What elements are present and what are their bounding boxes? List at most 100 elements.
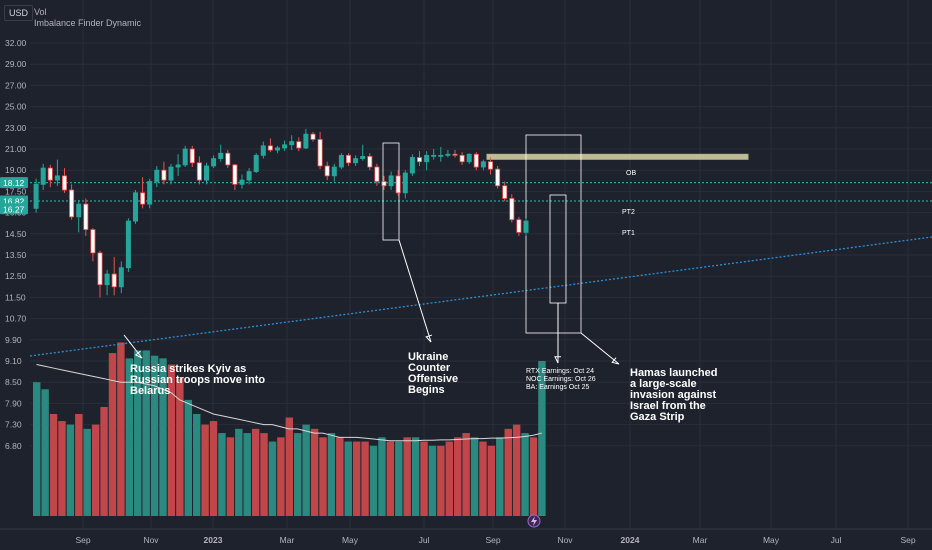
candle-body	[274, 147, 280, 151]
x-tick-label: Mar	[693, 535, 708, 545]
candle-body	[345, 154, 351, 164]
volume-bar	[529, 437, 538, 516]
currency-label[interactable]: USD	[4, 5, 34, 21]
candle	[353, 155, 359, 166]
earnings-line-3: BA: Earnings Oct 25	[526, 384, 590, 391]
candle-body	[416, 157, 422, 163]
candle	[132, 189, 138, 224]
russia-line-2: Russian troops move into	[130, 374, 266, 386]
volume-bar	[369, 445, 378, 516]
volume-bar	[319, 437, 327, 516]
price-badge	[0, 203, 28, 215]
y-tick-label: 9.90	[5, 335, 22, 345]
volume-bar	[277, 437, 285, 516]
x-tick-label: Mar	[280, 535, 295, 545]
candle	[367, 153, 373, 171]
volume-indicator-label[interactable]: Vol	[34, 7, 47, 17]
candle	[118, 261, 124, 294]
candle-body	[409, 157, 415, 174]
imbalance-indicator-label[interactable]: Imbalance Finder Dynamic	[34, 18, 142, 28]
candle-body	[431, 154, 437, 157]
earnings-annotation: RTX Earnings: Oct 24 NOC Earnings: Oct 2…	[526, 368, 596, 392]
candle	[274, 145, 280, 154]
volume-bar	[479, 441, 487, 516]
candle	[487, 157, 493, 175]
volume-bar	[445, 441, 453, 516]
volume-bar	[226, 437, 235, 516]
candle	[416, 151, 422, 166]
x-tick-label: Jul	[831, 535, 842, 545]
candle-body	[253, 154, 259, 173]
hamas-line-3: invasion against	[630, 389, 717, 401]
candle-body	[495, 168, 501, 187]
candle	[282, 140, 288, 152]
candle	[253, 153, 259, 174]
candle-body	[502, 185, 508, 199]
candle	[388, 171, 394, 190]
ukraine-line-1: Ukraine	[408, 351, 449, 363]
ukraine-line-3: Offensive	[408, 373, 459, 385]
candle	[54, 159, 60, 186]
earnings-line-2: NOC Earnings: Oct 26	[526, 376, 596, 383]
candle-body	[232, 164, 238, 185]
volume-bar	[487, 445, 496, 516]
y-tick-label: 23.00	[5, 123, 27, 133]
volume-bar	[454, 437, 462, 516]
order-block-box	[486, 153, 749, 160]
y-tick-label: 11.50	[5, 292, 26, 302]
hamas-arrow-head	[611, 357, 620, 365]
candle-body	[203, 165, 209, 181]
volume-bar	[41, 389, 49, 516]
candle-body	[97, 252, 103, 286]
candle	[90, 228, 96, 262]
volume-bar	[33, 382, 41, 516]
volume-bar	[134, 350, 142, 516]
ukraine-line-2: Counter	[408, 362, 451, 374]
candle	[62, 168, 68, 193]
volume-bar	[411, 437, 420, 516]
candle-body	[296, 141, 302, 149]
russia-arrow	[123, 334, 143, 359]
volume-bar	[218, 433, 226, 516]
ob-label: OB	[626, 170, 637, 177]
candle-body	[360, 156, 366, 159]
volume-bar	[209, 421, 218, 516]
candle	[345, 153, 351, 166]
candle	[239, 174, 245, 189]
candle-body	[239, 179, 245, 185]
candle	[267, 138, 273, 153]
candle-body	[182, 148, 188, 166]
volume-bar	[58, 421, 66, 516]
candle-body	[289, 141, 295, 146]
volume-bar	[352, 441, 361, 516]
candle	[196, 156, 202, 185]
candle-body	[381, 181, 387, 187]
russia-line-3: Belarus	[130, 385, 171, 397]
candle	[104, 269, 110, 296]
candle	[203, 162, 209, 185]
candle	[395, 170, 401, 196]
hamas-annotation: Hamas launched a large-scale invasion ag…	[630, 368, 717, 423]
candle-body	[196, 162, 202, 181]
candle	[140, 177, 146, 209]
volume-bar	[83, 428, 91, 516]
volume-bar	[117, 342, 125, 516]
candle-body	[438, 154, 444, 157]
lightning-bolt-icon	[527, 514, 541, 528]
candle	[97, 250, 103, 298]
volume-bar	[302, 424, 310, 516]
volume-bar	[496, 437, 504, 516]
candle	[495, 165, 501, 189]
x-tick-label: 2024	[621, 535, 640, 545]
earnings-line-1: RTX Earnings: Oct 24	[526, 368, 594, 375]
volume-bar	[260, 433, 268, 516]
candle	[523, 218, 529, 236]
candle	[466, 153, 472, 164]
volume-bar	[512, 424, 521, 516]
candle	[83, 198, 89, 236]
y-tick-label: 10.70	[5, 314, 27, 324]
candle	[374, 163, 380, 186]
hamas-line-4: Israel from the	[630, 400, 706, 412]
candle-body	[324, 165, 330, 177]
